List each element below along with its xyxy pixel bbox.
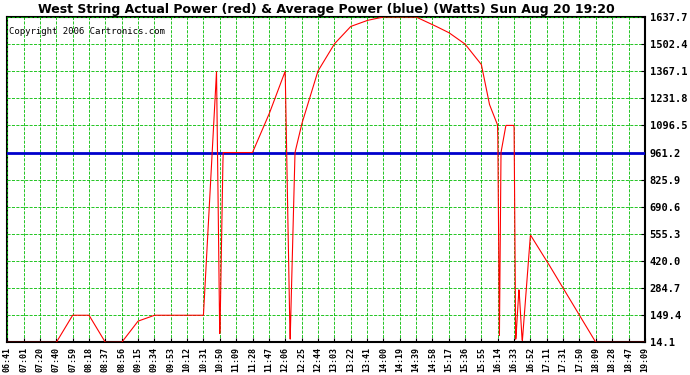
Title: West String Actual Power (red) & Average Power (blue) (Watts) Sun Aug 20 19:20: West String Actual Power (red) & Average… bbox=[38, 3, 614, 16]
Text: Copyright 2006 Cartronics.com: Copyright 2006 Cartronics.com bbox=[8, 27, 164, 36]
